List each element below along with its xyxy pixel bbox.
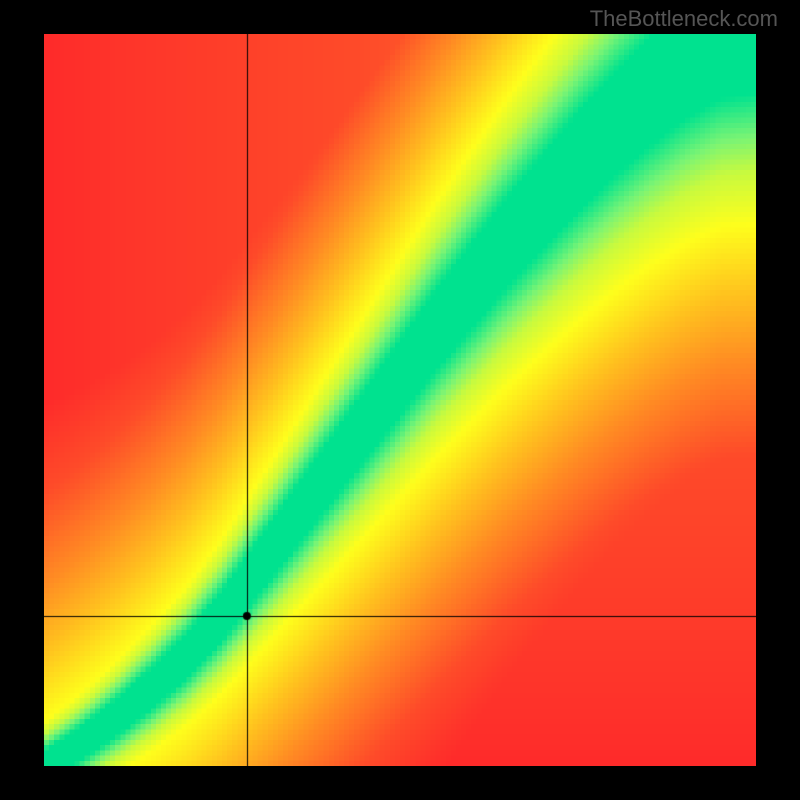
crosshair-overlay <box>44 34 756 766</box>
watermark-text: TheBottleneck.com <box>590 6 778 32</box>
chart-container: TheBottleneck.com <box>0 0 800 800</box>
